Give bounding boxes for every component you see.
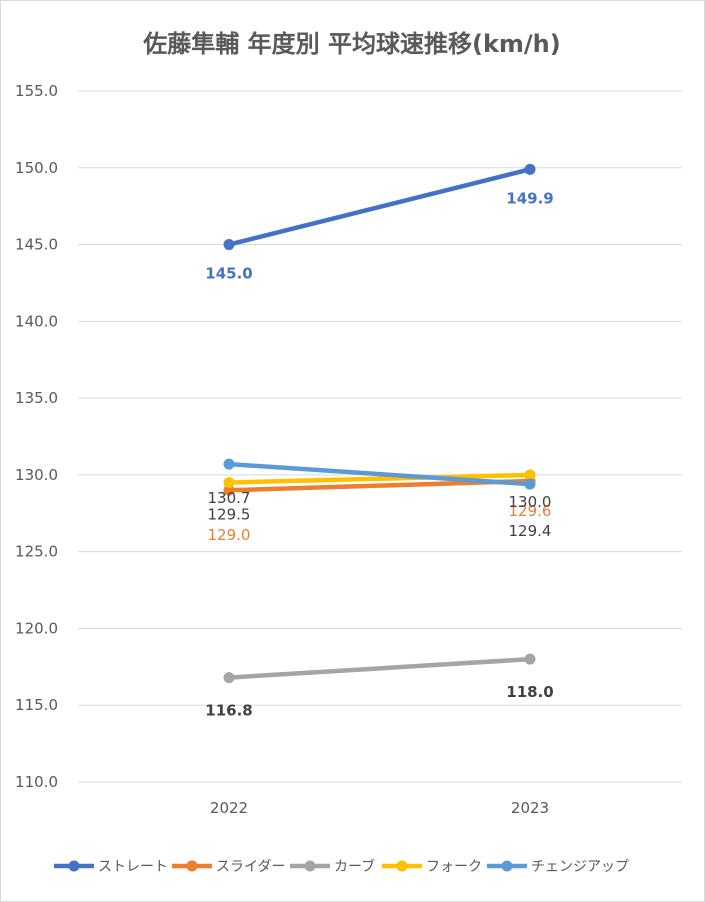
data-label: 129.5 (208, 506, 251, 524)
x-axis-ticks: 2022 2023 (210, 799, 549, 817)
series-line (226, 656, 533, 680)
legend: ストレート スライダー カーブ フォーク チェンジアップ (54, 858, 629, 875)
y-tick-label: 140.0 (15, 312, 58, 330)
series-line (226, 472, 533, 485)
x-tick-label: 2022 (210, 799, 248, 817)
data-label: 130.7 (208, 489, 251, 507)
y-tick-label: 110.0 (15, 773, 58, 791)
legend-label: スライダー (216, 859, 285, 875)
data-label: 145.0 (205, 265, 252, 283)
chart-title: 佐藤隼輔 年度別 平均球速推移(km/h) (142, 30, 560, 58)
series-lines (223, 163, 536, 684)
legend-swatch-marker (304, 860, 316, 872)
data-label: 129.4 (509, 522, 552, 540)
legend-label: フォーク (426, 859, 482, 875)
data-point (524, 469, 536, 481)
data-label: 149.9 (506, 189, 553, 207)
data-point (223, 484, 235, 496)
y-tick-label: 125.0 (15, 543, 58, 561)
series-line (226, 461, 533, 487)
data-point (524, 653, 536, 665)
data-label: 116.8 (205, 702, 252, 720)
legend-label: カーブ (334, 858, 375, 875)
y-tick-label: 130.0 (15, 466, 58, 484)
y-tick-label: 120.0 (15, 619, 58, 637)
series-line (226, 167, 533, 247)
data-label: 130.0 (509, 493, 552, 511)
legend-swatch-marker (68, 860, 80, 872)
y-tick-label: 115.0 (15, 696, 58, 714)
data-label: 129.0 (208, 526, 251, 544)
data-point (524, 163, 536, 175)
data-labels: 145.0 149.9 129.0 129.6 116.8 118.0 129.5 130.0… (205, 189, 553, 719)
legend-swatch-marker (501, 860, 513, 872)
data-point (223, 458, 235, 470)
legend-swatch-marker (186, 860, 198, 872)
data-point (223, 477, 235, 489)
y-axis-ticks: 110.0 115.0 120.0 125.0 130.0 135.0 140.0 145.0… (15, 82, 58, 791)
y-tick-label: 150.0 (15, 159, 58, 177)
y-tick-label: 145.0 (15, 236, 58, 254)
data-point (223, 672, 235, 684)
y-tick-label: 135.0 (15, 389, 58, 407)
data-point (223, 239, 235, 251)
x-tick-label: 2023 (511, 799, 549, 817)
legend-label: ストレート (98, 859, 168, 875)
gridlines (78, 90, 682, 783)
legend-swatch-marker (396, 860, 408, 872)
data-point (524, 478, 536, 490)
y-tick-label: 155.0 (15, 82, 58, 100)
data-label: 129.6 (509, 502, 552, 520)
data-label: 118.0 (506, 683, 553, 701)
legend-label: チェンジアップ (531, 859, 629, 875)
